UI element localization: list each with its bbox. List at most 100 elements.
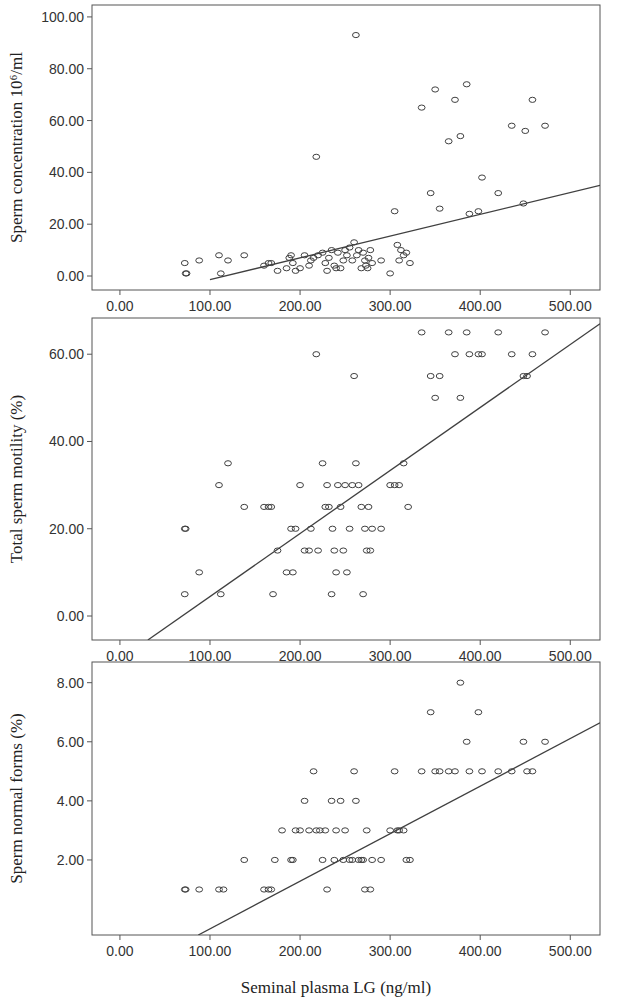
point bbox=[475, 209, 482, 214]
point bbox=[181, 526, 188, 531]
point bbox=[271, 857, 278, 862]
point bbox=[319, 461, 326, 466]
point bbox=[362, 526, 369, 531]
x-tick-label: 500.00 bbox=[549, 943, 592, 959]
y-tick bbox=[87, 354, 92, 355]
point bbox=[466, 769, 473, 774]
y-tick-label: 8.00 bbox=[57, 675, 84, 691]
point bbox=[313, 352, 320, 357]
point bbox=[297, 266, 304, 271]
y-tick bbox=[87, 859, 92, 860]
point bbox=[360, 250, 367, 255]
point bbox=[529, 352, 536, 357]
fit-line bbox=[198, 723, 600, 935]
point bbox=[452, 352, 459, 357]
point bbox=[367, 887, 374, 892]
point bbox=[182, 526, 189, 531]
y-tick bbox=[87, 224, 92, 225]
fit-line bbox=[210, 185, 600, 279]
point bbox=[367, 548, 374, 553]
point bbox=[340, 548, 347, 553]
x-tick bbox=[209, 640, 210, 645]
point bbox=[337, 266, 344, 271]
point bbox=[405, 504, 412, 509]
point bbox=[301, 798, 308, 803]
y-tick-label: 20.00 bbox=[49, 216, 84, 232]
x-tick bbox=[300, 640, 301, 645]
point bbox=[297, 828, 304, 833]
point bbox=[351, 373, 358, 378]
x-tick bbox=[480, 640, 481, 645]
point bbox=[292, 526, 299, 531]
point bbox=[225, 258, 232, 263]
point bbox=[279, 828, 286, 833]
y-tick bbox=[87, 441, 92, 442]
point bbox=[289, 570, 296, 575]
point bbox=[542, 330, 549, 335]
y-tick-label: 60.00 bbox=[49, 113, 84, 129]
x-tick bbox=[480, 290, 481, 295]
marks bbox=[181, 32, 600, 279]
x-tick-label: 400.00 bbox=[459, 298, 502, 314]
point bbox=[325, 504, 332, 509]
point bbox=[466, 211, 473, 216]
point bbox=[396, 483, 403, 488]
x-tick bbox=[570, 290, 571, 295]
point bbox=[353, 798, 360, 803]
point bbox=[436, 769, 443, 774]
x-tick-label: 0.00 bbox=[106, 943, 133, 959]
y-tick-label: 100.00 bbox=[41, 9, 84, 25]
point bbox=[479, 352, 486, 357]
point bbox=[337, 798, 344, 803]
point bbox=[333, 828, 340, 833]
point bbox=[378, 258, 385, 263]
point bbox=[542, 739, 549, 744]
point bbox=[475, 710, 482, 715]
point bbox=[427, 191, 434, 196]
x-tick-label: 100.00 bbox=[189, 298, 232, 314]
point bbox=[315, 548, 322, 553]
point bbox=[378, 526, 385, 531]
x-tick bbox=[119, 290, 120, 295]
point bbox=[325, 255, 332, 260]
panel: 0.0020.0040.0060.0080.00100.000.00100.00… bbox=[7, 5, 600, 314]
point bbox=[342, 483, 349, 488]
point bbox=[369, 857, 376, 862]
y-tick bbox=[87, 616, 92, 617]
point bbox=[418, 330, 425, 335]
point bbox=[479, 175, 486, 180]
x-tick-label: 400.00 bbox=[459, 943, 502, 959]
y-tick bbox=[87, 741, 92, 742]
point bbox=[452, 97, 459, 102]
point bbox=[479, 769, 486, 774]
point bbox=[270, 592, 277, 597]
x-tick-label: 300.00 bbox=[369, 298, 412, 314]
point bbox=[457, 134, 464, 139]
point bbox=[181, 260, 188, 265]
point bbox=[457, 395, 464, 400]
x-tick bbox=[300, 935, 301, 940]
point bbox=[495, 191, 502, 196]
point bbox=[220, 887, 227, 892]
point bbox=[457, 680, 464, 685]
point bbox=[360, 592, 367, 597]
y-tick bbox=[87, 68, 92, 69]
y-tick-label: 20.00 bbox=[49, 521, 84, 537]
plot-frame bbox=[92, 318, 600, 640]
marks bbox=[181, 680, 600, 935]
point bbox=[520, 739, 527, 744]
point bbox=[403, 250, 410, 255]
point bbox=[268, 504, 275, 509]
point bbox=[342, 828, 349, 833]
y-tick-label: 4.00 bbox=[57, 793, 84, 809]
point bbox=[328, 592, 335, 597]
plot-frame bbox=[92, 662, 600, 935]
point bbox=[351, 769, 358, 774]
point bbox=[346, 526, 353, 531]
point bbox=[445, 769, 452, 774]
y-tick-label: 0.00 bbox=[57, 268, 84, 284]
point bbox=[355, 483, 362, 488]
point bbox=[333, 570, 340, 575]
x-tick bbox=[570, 640, 571, 645]
point bbox=[529, 769, 536, 774]
